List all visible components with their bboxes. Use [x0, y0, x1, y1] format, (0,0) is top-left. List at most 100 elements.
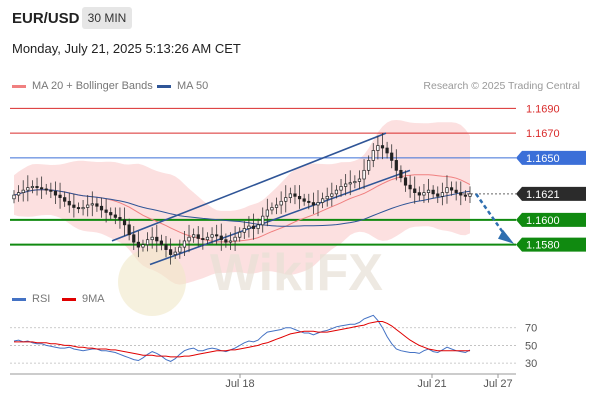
candle-body-up: [279, 200, 283, 206]
candle: [242, 221, 246, 239]
candle: [334, 185, 339, 199]
candle: [445, 175, 449, 204]
candle-body-down: [35, 186, 39, 189]
candle-body-down: [431, 189, 435, 195]
candle: [122, 207, 127, 236]
candle: [141, 239, 145, 252]
candle-body-up: [30, 186, 35, 189]
candle: [72, 193, 76, 218]
rsi-line: [13, 314, 471, 362]
candle-body-down: [155, 236, 159, 242]
rsi-panel: 70 50 30: [10, 314, 537, 370]
legend-rsi: RSI: [12, 293, 50, 305]
candle-body-up: [288, 193, 292, 198]
candle: [58, 182, 62, 209]
candle-body-up: [440, 192, 444, 197]
candle-body-up: [141, 244, 145, 248]
x-tick-label: Jul 27: [483, 378, 512, 390]
candle-body-down: [413, 188, 417, 193]
candle-body-up: [150, 236, 154, 241]
candle: [431, 185, 435, 199]
candle: [288, 187, 292, 204]
bollinger-band-layer: [14, 120, 470, 285]
candle-body-up: [353, 181, 357, 184]
candle-body-down: [49, 189, 53, 192]
candle: [417, 186, 421, 201]
candle: [35, 177, 39, 196]
candle-body-down: [118, 217, 122, 221]
candle: [380, 133, 385, 160]
candle-body-up: [205, 236, 210, 241]
candle: [302, 193, 306, 206]
candle: [449, 181, 454, 196]
candle: [113, 207, 117, 225]
candle-body-up: [367, 160, 371, 171]
level-tag-last: [516, 186, 586, 201]
candle-body-up: [210, 234, 214, 238]
candle-body-down: [109, 212, 113, 216]
candle-body-up: [256, 224, 260, 229]
candle-body-up: [348, 182, 352, 185]
candle-body-down: [196, 234, 200, 239]
rsi-9ma-line: [14, 321, 470, 358]
candle: [192, 228, 196, 243]
candle-body-up: [81, 207, 85, 210]
legend-rsi-ma: 9MA: [62, 293, 105, 305]
candle-body-down: [399, 169, 403, 179]
candle-body-down: [394, 160, 398, 171]
bollinger-band: [14, 120, 470, 285]
candle: [169, 238, 173, 265]
level-label-resistance: 1.1670: [526, 128, 560, 140]
forecast-arrow-shaft: [474, 193, 510, 241]
candle: [30, 180, 35, 194]
candle-body-up: [334, 189, 339, 195]
ma50-swatch: [157, 84, 171, 88]
candle-body-up: [261, 215, 265, 226]
candle-body-down: [417, 192, 421, 196]
candle-body-down: [99, 205, 104, 211]
candle-body-up: [321, 198, 325, 203]
candle-body-down: [251, 225, 256, 229]
datetime-label: Monday, July 21, 2025 5:13:26 AM CET: [12, 41, 241, 56]
candle-body-down: [454, 189, 458, 193]
x-tick-label: Jul 18: [225, 378, 254, 390]
candle-body-down: [164, 244, 168, 250]
candle-body-down: [390, 152, 394, 161]
candle-body-down: [127, 224, 131, 236]
candle: [385, 141, 389, 159]
candle-body-up: [339, 186, 343, 191]
timeframe-badge[interactable]: 30 MIN: [82, 7, 132, 29]
candle-body-down: [311, 202, 315, 206]
candle-body-down: [136, 241, 140, 248]
candle-body-up: [182, 240, 187, 248]
candle-body-down: [113, 214, 117, 218]
candle-body-up: [468, 193, 472, 197]
candle: [228, 232, 233, 250]
level-tag-support: [516, 212, 586, 227]
candle-body-down: [459, 192, 463, 196]
candle: [224, 233, 228, 248]
candle-body-down: [76, 207, 81, 210]
candle: [21, 180, 25, 202]
candle-body-up: [344, 183, 348, 187]
forecast-arrow: [474, 193, 514, 244]
legend-ma50: MA 50: [157, 80, 208, 92]
candle: [44, 183, 48, 195]
candle: [339, 178, 343, 197]
forecast-arrow-head-icon: [498, 229, 514, 244]
candle: [454, 181, 458, 201]
candle-body-up: [265, 209, 269, 217]
candle: [155, 224, 159, 253]
candle-body-up: [90, 203, 94, 206]
candle-body-down: [224, 239, 228, 243]
candle: [321, 192, 325, 209]
rsi-swatch: [12, 297, 26, 301]
candle-body-down: [58, 194, 62, 198]
candle-body-up: [362, 169, 366, 180]
watermark: WikiFX: [118, 244, 383, 316]
candle-body-down: [104, 209, 108, 213]
candle-body-up: [422, 192, 426, 196]
candle: [413, 176, 417, 204]
candle: [284, 185, 288, 213]
